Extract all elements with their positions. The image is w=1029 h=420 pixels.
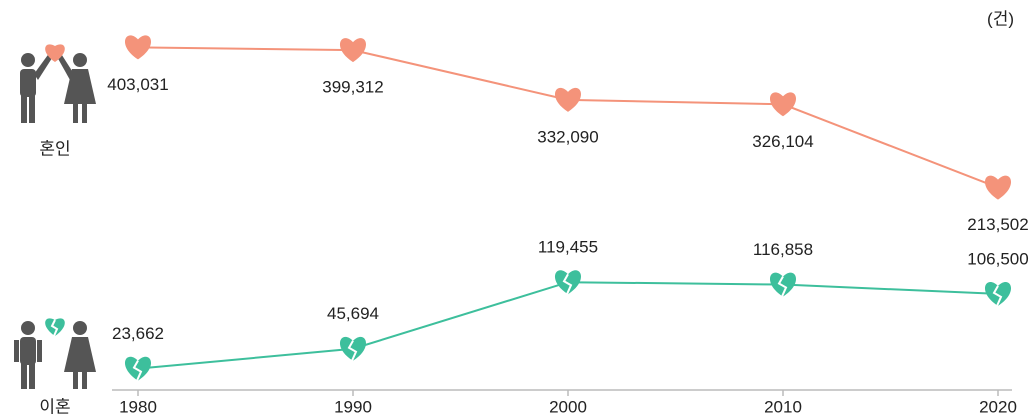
value-label: 23,662 (112, 324, 164, 343)
unit-label: (건) (987, 9, 1014, 28)
heart-marker (984, 175, 1012, 200)
x-tick-label: 2010 (764, 397, 802, 416)
heart-marker (769, 92, 797, 117)
value-label: 45,694 (327, 304, 379, 323)
value-label: 403,031 (107, 75, 168, 94)
value-label: 116,858 (753, 240, 813, 259)
x-tick-label: 1990 (334, 397, 372, 416)
x-tick-label: 1980 (119, 397, 157, 416)
series-label: 이혼 (39, 397, 70, 416)
crack (992, 285, 1003, 307)
heart-marker (339, 336, 367, 361)
value-label: 106,500 (967, 249, 1028, 268)
heart-marker (339, 38, 367, 63)
value-label: 332,090 (537, 127, 598, 146)
value-label: 213,502 (967, 215, 1028, 234)
couple-icon (20, 52, 96, 123)
value-label: 119,455 (538, 238, 598, 257)
crack (347, 340, 358, 362)
heart-marker (554, 87, 582, 112)
heart-marker (984, 281, 1012, 306)
series-line (137, 46, 999, 189)
heart-marker (554, 270, 582, 295)
value-label: 326,104 (752, 132, 813, 151)
icon-heart (45, 44, 65, 62)
couple-icon (14, 321, 96, 389)
crack (777, 276, 788, 297)
x-tick-label: 2000 (549, 397, 587, 416)
series-label: 혼인 (39, 139, 70, 158)
heart-marker (124, 356, 152, 381)
crack (562, 273, 573, 295)
heart-marker (769, 272, 797, 297)
crack (50, 319, 59, 337)
x-tick-label: 2020 (979, 397, 1017, 416)
value-label: 399,312 (322, 78, 383, 97)
series-line (137, 281, 999, 370)
heart-marker (124, 35, 152, 60)
crack (132, 360, 143, 382)
